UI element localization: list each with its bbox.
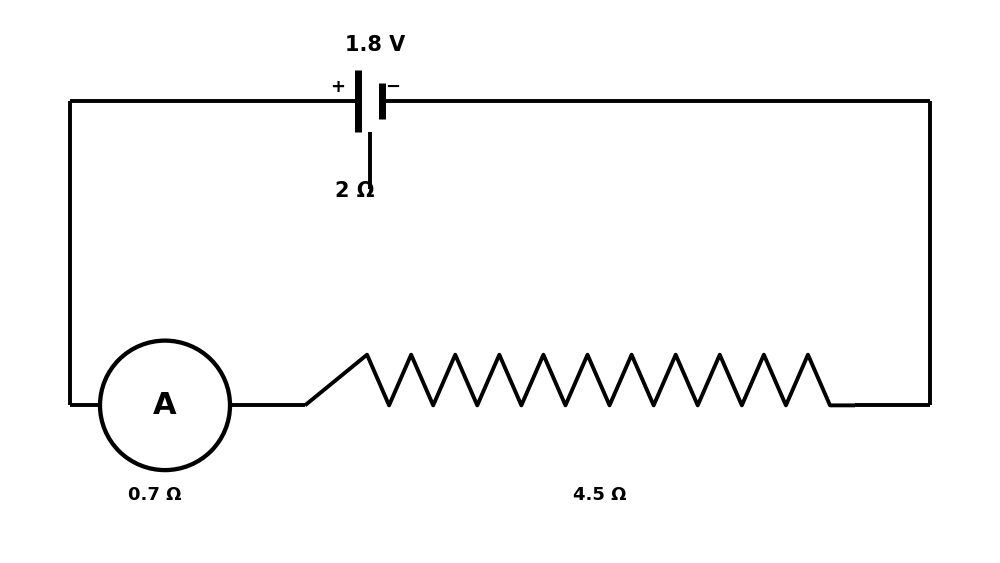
Text: A: A <box>153 391 177 420</box>
Text: 4.5 Ω: 4.5 Ω <box>573 486 627 504</box>
Text: −: − <box>385 78 401 96</box>
Text: +: + <box>330 78 346 96</box>
Ellipse shape <box>100 341 230 470</box>
Text: 1.8 V: 1.8 V <box>345 35 405 55</box>
Text: 0.7 Ω: 0.7 Ω <box>128 486 182 504</box>
Text: 2 Ω: 2 Ω <box>335 181 375 202</box>
